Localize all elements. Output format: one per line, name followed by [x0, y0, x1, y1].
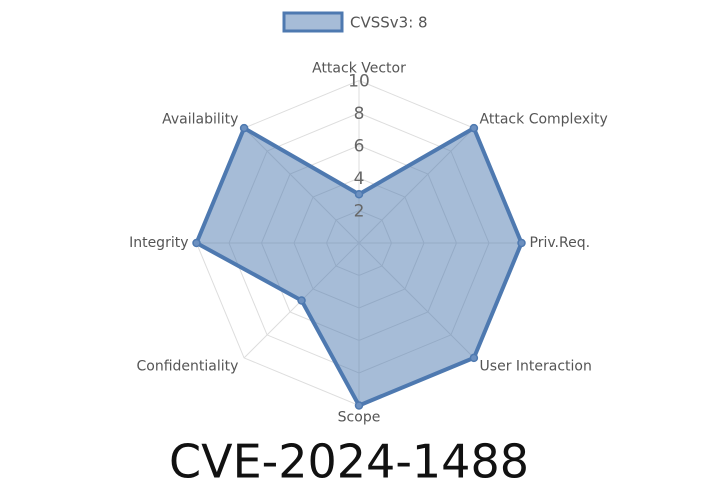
tick-label: 4 — [354, 169, 365, 189]
tick-label: 2 — [354, 202, 365, 222]
axis-label: Confidentiality — [137, 358, 239, 374]
axis-label: Attack Complexity — [480, 112, 608, 128]
legend-text: CVSSv3: 8 — [350, 14, 428, 32]
axis-label: Attack Vector — [312, 61, 406, 77]
axis-label: User Interaction — [480, 358, 592, 374]
point — [469, 353, 479, 363]
point — [297, 296, 306, 305]
point — [239, 123, 249, 133]
legend-swatch — [282, 11, 344, 33]
point — [517, 238, 526, 248]
chart-title: CVE-2024-1488 — [169, 435, 529, 489]
axis-label: Availability — [162, 112, 238, 128]
axis-label: Integrity — [129, 235, 188, 251]
marks — [192, 123, 526, 410]
axis-label: Scope — [338, 410, 381, 426]
tick-label: 6 — [354, 137, 365, 157]
point — [469, 123, 479, 133]
axis-label: Priv.Req. — [530, 235, 591, 251]
point — [354, 401, 364, 410]
tick-label: 10 — [348, 72, 370, 92]
point — [192, 238, 201, 248]
labels: Attack Vector Attack Complexity Priv.Req. U… — [129, 11, 608, 426]
point — [354, 190, 364, 199]
tick-label: 8 — [354, 104, 365, 124]
